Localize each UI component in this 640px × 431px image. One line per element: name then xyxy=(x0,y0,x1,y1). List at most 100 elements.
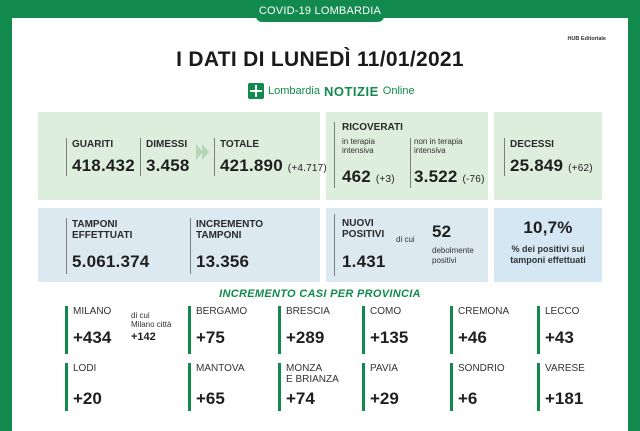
province-mantova: MANTOVA +65 xyxy=(188,363,268,411)
totale-number: 421.890 xyxy=(220,156,283,175)
nuovi-value: 1.431 xyxy=(342,252,386,271)
decessi-value: 25.849 (+62) xyxy=(510,156,593,176)
logo-name: Lombardia xyxy=(268,85,320,97)
province-name: BERGAMO xyxy=(196,306,248,317)
province-value: +6 xyxy=(458,389,478,408)
province-bar xyxy=(65,363,68,411)
percent-value: 10,7% xyxy=(523,218,573,237)
chevron-right-icon xyxy=(196,144,203,160)
incremento-label-1: INCREMENTO xyxy=(196,219,264,230)
province-value: +74 xyxy=(286,389,315,408)
percent-label-1: % dei positivi sui xyxy=(511,244,585,254)
tamponi-label-2: EFFETTUATI xyxy=(72,230,133,241)
percent-label-2: tamponi effettuati xyxy=(510,255,586,265)
nti-value: 3.522 (-76) xyxy=(414,167,485,187)
province-name: LODI xyxy=(73,363,97,374)
ricoverati-label: RICOVERATI xyxy=(342,122,403,133)
guariti-label: GUARITI xyxy=(72,139,114,150)
guariti-value: 418.432 xyxy=(72,156,135,175)
province-bar xyxy=(450,306,453,354)
nti-label-1: non in terapia xyxy=(414,137,463,146)
nti-delta: (-76) xyxy=(462,174,485,185)
milano-sub-1: di cui xyxy=(131,311,150,320)
province-bar xyxy=(65,306,68,354)
province-bar xyxy=(188,363,191,411)
province-bar xyxy=(278,306,281,354)
hub-editoriale: HUB Editoriale xyxy=(567,36,606,42)
province-como: COMO +135 xyxy=(362,306,442,354)
nuovi-label-2: POSITIVI xyxy=(342,229,385,240)
divider xyxy=(334,214,335,276)
province-value: +135 xyxy=(370,328,409,347)
province-name-2: E BRIANZA xyxy=(286,374,339,385)
box-nuovi-positivi: NUOVI POSITIVI 1.431 di cui 52 debolment… xyxy=(326,208,488,282)
province-value: +43 xyxy=(545,328,574,347)
logo-notizie: NOTIZIE xyxy=(323,83,379,99)
incremento-value: 13.356 xyxy=(196,252,250,271)
deb-label-2: positivi xyxy=(432,256,457,265)
nti-number: 3.522 xyxy=(414,167,458,186)
province-value: +46 xyxy=(458,328,487,347)
province-value: +434 xyxy=(73,328,112,347)
divider xyxy=(504,138,505,176)
lombardia-cross-icon xyxy=(248,83,264,99)
ti-number: 462 xyxy=(342,167,371,186)
province-cremona: CREMONA +46 xyxy=(450,306,530,354)
province-bar xyxy=(362,363,365,411)
logo-online: Online xyxy=(382,85,415,97)
deb-value: 52 xyxy=(432,222,452,241)
province-bar xyxy=(537,306,540,354)
province-bar xyxy=(537,363,540,411)
divider xyxy=(190,218,191,274)
province-name: BRESCIA xyxy=(286,306,330,317)
box-decessi: DECESSI 25.849 (+62) xyxy=(494,112,602,200)
nti-label-2: intensiva xyxy=(414,146,446,155)
province-lecco: LECCO +43 xyxy=(537,306,603,354)
province-name: VARESE xyxy=(545,363,585,374)
province-lodi: LODI +20 xyxy=(65,363,175,411)
province-bar xyxy=(362,306,365,354)
province-name: MANTOVA xyxy=(196,363,245,374)
header-tab: COVID-19 LOMBARDIA xyxy=(256,0,384,22)
chevron-right-icon xyxy=(202,144,209,160)
ti-delta: (+3) xyxy=(375,174,395,185)
province-value: +289 xyxy=(286,328,325,347)
box-percent-positivi: 10,7% % dei positivi sui tamponi effettu… xyxy=(494,208,602,282)
province-bergamo: BERGAMO +75 xyxy=(188,306,268,354)
divider xyxy=(66,138,67,176)
province-name: MONZA xyxy=(286,363,323,374)
province-bar xyxy=(188,306,191,354)
divider xyxy=(334,122,335,188)
tamponi-value: 5.061.374 xyxy=(72,252,150,271)
decessi-delta: (+62) xyxy=(568,163,593,174)
dimessi-label: DIMESSI xyxy=(146,139,188,150)
milano-sub-2: Milano città xyxy=(131,320,172,329)
province-value: +29 xyxy=(370,389,399,408)
province-pavia: PAVIA +29 xyxy=(362,363,442,411)
province-name: CREMONA xyxy=(458,306,510,317)
nuovi-label-1: NUOVI xyxy=(342,218,374,229)
divider xyxy=(140,138,141,176)
divider xyxy=(410,138,411,188)
divider xyxy=(66,218,67,274)
province-name: PAVIA xyxy=(370,363,398,374)
province-varese: VARESE +181 xyxy=(537,363,603,411)
province-name: MILANO xyxy=(73,306,112,317)
province-name: LECCO xyxy=(545,306,580,317)
province-name: COMO xyxy=(370,306,402,317)
province-name: SONDRIO xyxy=(458,363,505,374)
province-bar xyxy=(278,363,281,411)
incremento-label-2: TAMPONI xyxy=(196,230,242,241)
ti-label-1: in terapia xyxy=(342,137,375,146)
province-value: +181 xyxy=(545,389,584,408)
totale-value: 421.890 (+4.717) xyxy=(220,156,327,176)
decessi-number: 25.849 xyxy=(510,156,564,175)
province-monza: MONZA E BRIANZA +74 xyxy=(278,363,358,411)
box-guariti-totale: GUARITI 418.432 DIMESSI 3.458 TOTALE 421… xyxy=(38,112,327,200)
ti-value: 462 (+3) xyxy=(342,167,395,187)
totale-delta: (+4.717) xyxy=(287,163,327,174)
box-ricoverati: RICOVERATI in terapia intensiva 462 (+3)… xyxy=(326,112,488,200)
dimessi-value: 3.458 xyxy=(146,156,190,175)
logo: Lombardia NOTIZIE Online xyxy=(248,80,415,102)
province-value: +75 xyxy=(196,328,225,347)
